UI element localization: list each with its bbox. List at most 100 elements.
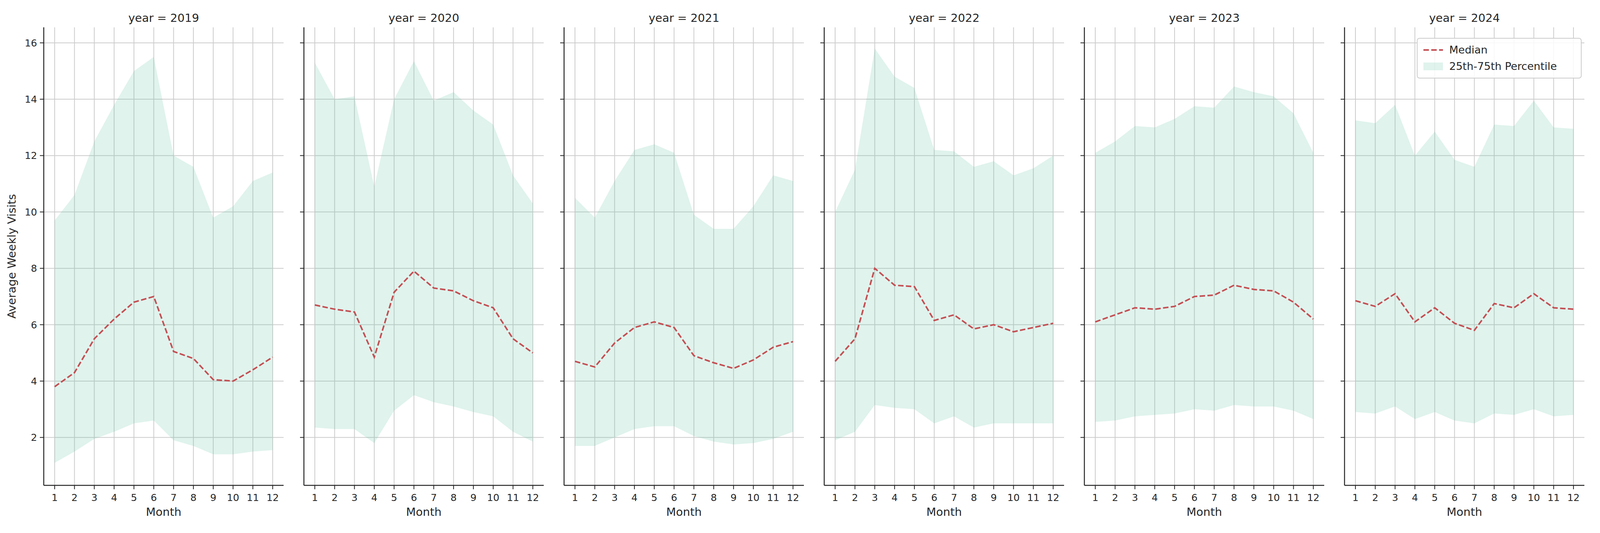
x-tick <box>753 485 754 490</box>
y-tick <box>39 98 44 100</box>
x-tick <box>252 485 254 490</box>
x-tick-label: 11 <box>1026 492 1040 504</box>
grid-line <box>1084 437 1325 438</box>
y-tick <box>1340 155 1345 156</box>
x-tick <box>373 485 375 490</box>
panel: 123456789101112246810121416year = 2019Mo… <box>5 11 284 519</box>
x-tick-label: 4 <box>891 492 898 504</box>
x-tick-label: 4 <box>110 492 118 504</box>
x-tick <box>393 485 395 490</box>
x-tick <box>212 485 214 490</box>
x-tick <box>1493 485 1495 490</box>
median-line <box>1095 285 1314 322</box>
x-tick <box>1573 485 1574 490</box>
x-tick-label: 6 <box>1191 492 1198 504</box>
legend-label: Median <box>1449 43 1488 56</box>
y-tick <box>300 211 304 213</box>
x-tick <box>733 485 734 490</box>
legend-label: 25th-75th Percentile <box>1449 60 1558 73</box>
grid-line <box>564 155 804 156</box>
x-tick <box>1253 485 1255 490</box>
x-tick <box>1355 485 1356 490</box>
x-tick <box>492 485 494 490</box>
x-tick <box>1174 485 1175 490</box>
x-tick <box>973 485 975 490</box>
x-tick-label: 12 <box>526 492 540 504</box>
x-tick <box>772 485 774 490</box>
panel-title: year = 2020 <box>388 11 459 25</box>
x-tick <box>834 485 836 490</box>
y-tick <box>1080 324 1085 326</box>
x-tick <box>1434 485 1436 490</box>
x-tick-label: 3 <box>871 492 878 504</box>
x-tick-label: 6 <box>150 492 158 504</box>
x-tick-label: 11 <box>1547 492 1560 504</box>
x-tick <box>173 485 174 490</box>
x-tick-label: 9 <box>1510 492 1518 504</box>
y-axis-line <box>563 27 565 486</box>
y-tick <box>820 42 825 44</box>
x-tick-label: 2 <box>331 492 338 504</box>
panel: 123456789101112year = 2021Month <box>560 11 804 519</box>
y-tick-label: 14 <box>24 93 38 106</box>
y-tick <box>1080 380 1085 382</box>
plot-area <box>575 144 793 447</box>
x-tick <box>953 485 955 490</box>
x-tick-label: 2 <box>591 492 599 504</box>
panel-title: year = 2023 <box>1168 11 1240 25</box>
x-tick-label: 2 <box>71 492 78 504</box>
x-tick-label: 8 <box>1230 492 1238 504</box>
x-tick <box>532 485 534 490</box>
y-tick <box>560 155 565 156</box>
x-axis-line <box>1084 485 1325 487</box>
grid-line <box>303 437 544 438</box>
x-tick-label: 8 <box>450 492 457 504</box>
x-axis-line <box>303 485 544 487</box>
plot-area <box>54 57 273 463</box>
panel-title: year = 2019 <box>128 11 199 25</box>
x-tick-label: 7 <box>430 492 437 504</box>
y-tick <box>39 437 44 438</box>
y-tick <box>1080 267 1085 269</box>
x-tick-label: 6 <box>671 492 678 504</box>
y-tick <box>300 155 304 156</box>
x-tick-label: 3 <box>611 492 618 504</box>
grid-line <box>43 98 284 100</box>
x-tick-label: 6 <box>931 492 938 504</box>
x-tick <box>334 485 336 490</box>
x-tick <box>1312 485 1314 490</box>
legend: Median 25th-75th Percentile <box>1417 38 1582 79</box>
x-tick <box>1292 485 1294 490</box>
x-tick-label: 10 <box>226 492 240 504</box>
y-tick <box>820 437 825 438</box>
x-tick-label: 11 <box>506 492 520 504</box>
x-tick <box>614 485 615 490</box>
x-tick <box>594 485 596 490</box>
x-tick <box>792 485 794 490</box>
x-tick <box>433 485 434 490</box>
grid-line <box>303 42 544 44</box>
x-tick-label: 8 <box>1491 492 1498 504</box>
x-tick-label: 5 <box>911 492 918 504</box>
band <box>314 61 533 444</box>
x-tick <box>1473 485 1475 490</box>
x-tick <box>74 485 75 490</box>
y-tick <box>560 42 565 44</box>
x-tick <box>1513 485 1515 490</box>
x-tick <box>232 485 234 490</box>
x-tick <box>1553 485 1554 490</box>
x-tick <box>272 485 274 490</box>
band <box>575 144 793 447</box>
grid-line <box>824 98 1065 100</box>
x-tick <box>1094 485 1096 490</box>
x-tick <box>874 485 875 490</box>
x-axis-label: Month <box>926 505 963 519</box>
panel: 123456789101112year = 2020Month <box>300 11 544 519</box>
grid-line <box>1084 42 1325 44</box>
x-tick <box>1154 485 1156 490</box>
x-tick-label: 5 <box>651 492 658 504</box>
y-tick <box>820 267 825 269</box>
grid-line <box>564 98 804 100</box>
band <box>54 57 273 463</box>
x-tick-label: 9 <box>470 492 477 504</box>
